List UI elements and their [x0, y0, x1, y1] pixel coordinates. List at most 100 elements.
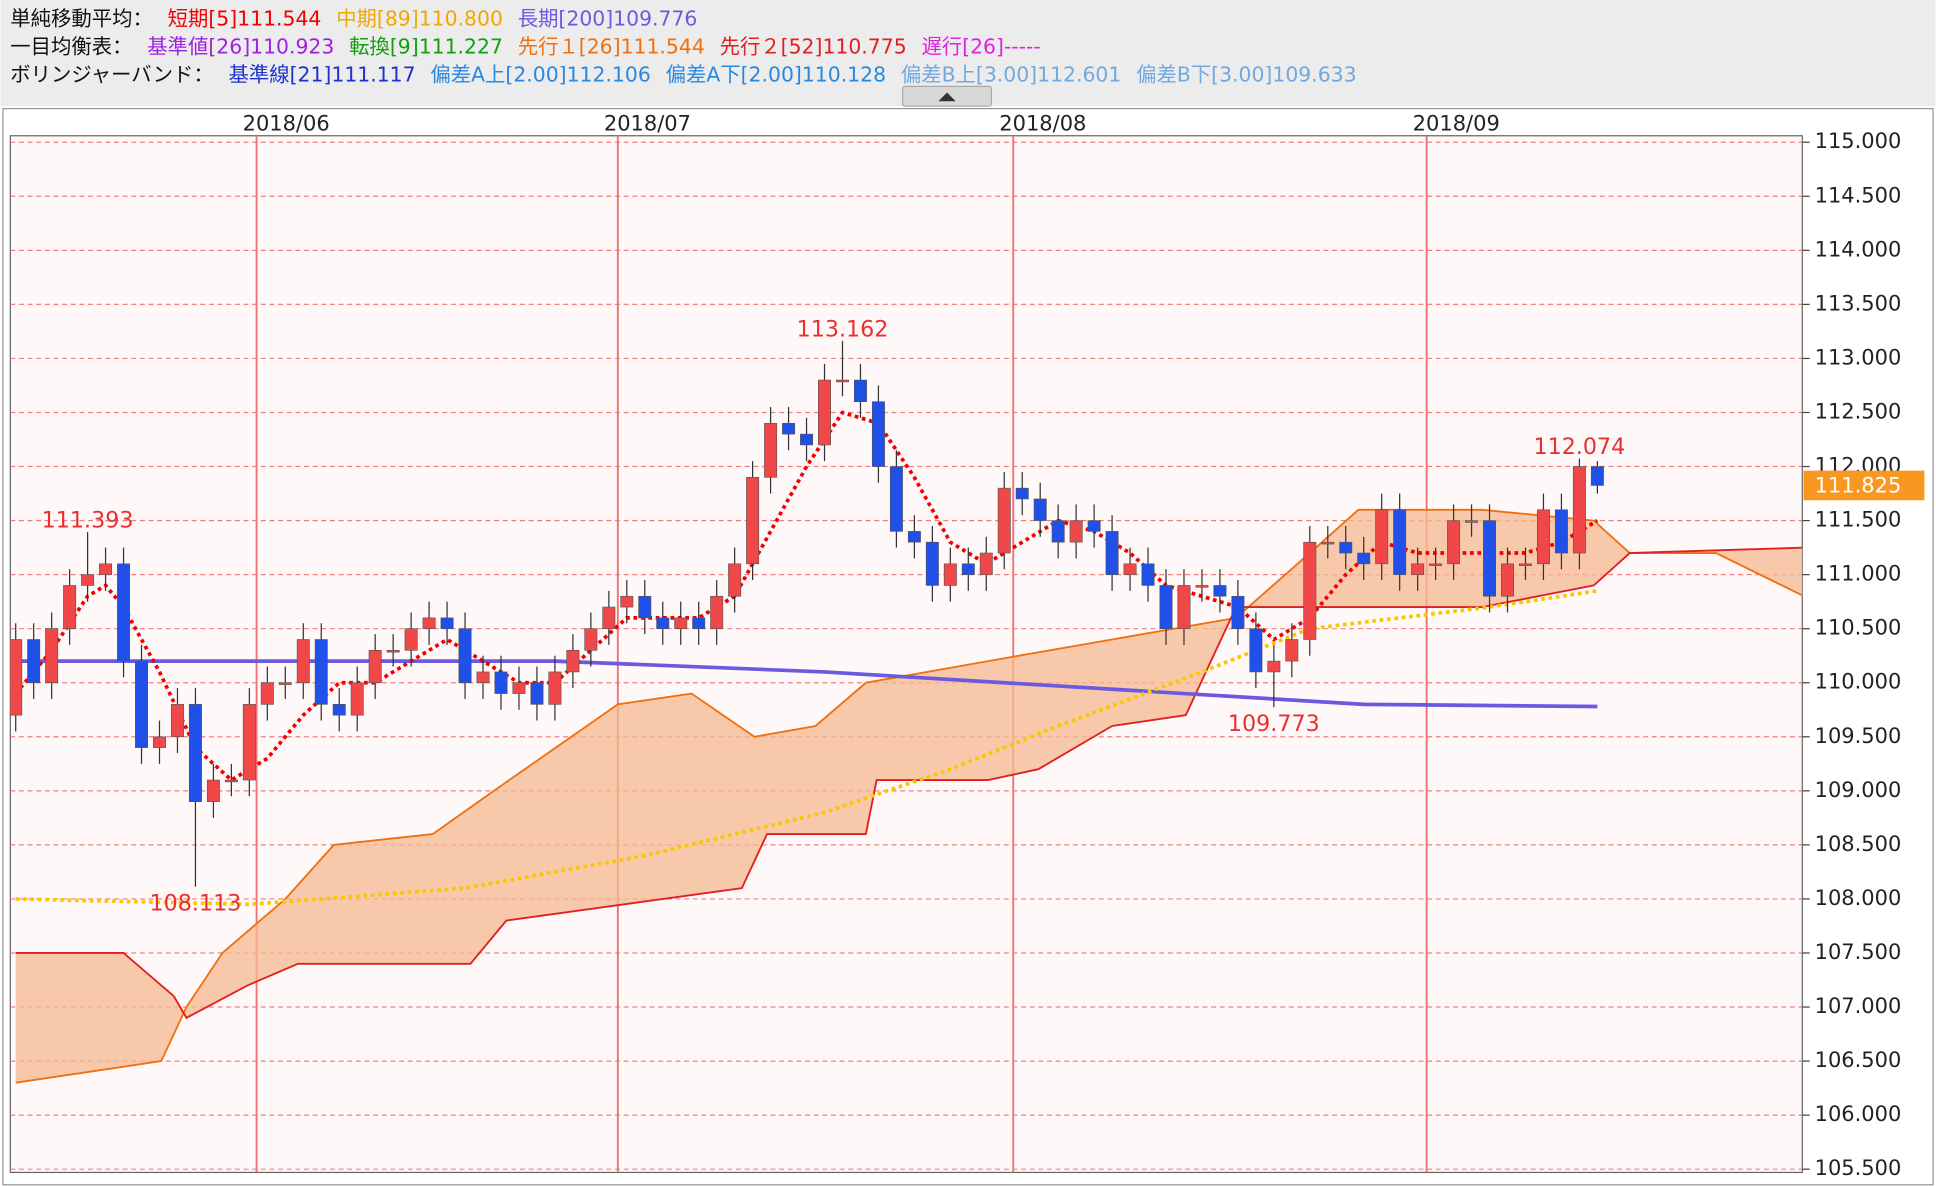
y-tick-label: 114.000	[1815, 237, 1902, 261]
last-price-label: 111.825	[1815, 474, 1902, 498]
candle-body	[1357, 552, 1371, 565]
legend-label: 一目均衡表：	[10, 35, 132, 59]
candle-body	[889, 466, 903, 532]
candle-body	[440, 617, 454, 629]
legend-row: 単純移動平均： 短期[5]111.544 中期[89]110.800 長期[200]1…	[10, 7, 697, 31]
candle-body	[1015, 487, 1029, 500]
candle-body	[1033, 498, 1047, 521]
low-label: 109.773	[1228, 711, 1320, 737]
candle-body	[332, 704, 346, 716]
candle-body	[674, 617, 688, 629]
candle-body	[656, 617, 670, 629]
candle-body	[1285, 639, 1299, 662]
plot-area	[9, 135, 1803, 1174]
candle-body	[1339, 541, 1353, 554]
candle-body	[853, 379, 867, 402]
x-tick-label: 2018/09	[1413, 112, 1500, 136]
candle-body	[782, 422, 796, 435]
candle-body	[260, 682, 274, 705]
candle-body	[458, 628, 472, 684]
candle-body	[1213, 585, 1227, 597]
candle-body	[27, 639, 41, 684]
candle-body	[836, 379, 849, 383]
candle-body	[314, 639, 328, 705]
candle-body	[404, 628, 418, 651]
candle-body	[135, 660, 149, 748]
candle-body	[1123, 563, 1137, 575]
candle-body	[1105, 531, 1119, 575]
candle-body	[422, 617, 436, 629]
overlay-layer: 115.000 114.500 114.000 113.500 113.000 112.5…	[42, 112, 1925, 1180]
x-tick-label: 2018/06	[243, 112, 330, 136]
candle-body	[350, 682, 364, 716]
candle-body	[1572, 466, 1586, 554]
candle-body	[296, 639, 310, 684]
legend-item: 偏差A上[2.00]112.106	[430, 62, 650, 86]
legend-item: 基準線[21]111.117	[229, 62, 416, 86]
candle-body	[63, 585, 77, 629]
candle-body	[1069, 520, 1083, 543]
candle-body	[206, 779, 220, 802]
legend-label: 単純移動平均：	[10, 7, 153, 31]
y-tick-label: 110.500	[1815, 616, 1902, 640]
candle-body	[1321, 541, 1335, 545]
high-label: 111.393	[42, 508, 134, 534]
candle-body	[242, 704, 256, 781]
candle-body	[10, 639, 23, 716]
y-tick-label: 108.500	[1815, 832, 1902, 856]
candle-body	[476, 671, 490, 684]
candle-body	[1375, 509, 1389, 565]
indicator-line	[14, 410, 1599, 783]
candle-body	[979, 552, 993, 575]
candle-body	[1393, 509, 1407, 575]
high-label: 113.162	[797, 316, 889, 342]
candle-body	[153, 736, 166, 748]
y-tick-label: 115.000	[1815, 129, 1902, 153]
candle-body	[1465, 520, 1479, 523]
candle-body	[907, 531, 921, 543]
legend-item: 偏差B下[3.00]109.633	[1136, 62, 1356, 86]
legend-item: 中期[89]110.800	[336, 7, 503, 31]
legend-item: 遅行[26]-----	[921, 35, 1040, 59]
candle-body	[728, 563, 742, 597]
candle-body	[117, 563, 131, 662]
y-tick-label: 110.000	[1815, 670, 1902, 694]
y-tick-label: 107.000	[1815, 994, 1902, 1018]
x-tick-label: 2018/07	[604, 112, 691, 136]
candle-body	[1590, 466, 1604, 486]
y-tick-label: 106.000	[1815, 1102, 1902, 1126]
candle-body	[1177, 585, 1191, 629]
y-tick-label: 105.500	[1815, 1156, 1902, 1180]
legend-item: 先行１[26]111.544	[518, 35, 705, 59]
last-price-box	[1803, 470, 1925, 501]
candle-body	[943, 563, 957, 586]
indicator-line	[15, 589, 1598, 907]
cloud-span	[15, 508, 1803, 1084]
candle-body	[1267, 660, 1281, 673]
candle-body	[1519, 563, 1532, 566]
cloud-area	[15, 509, 1803, 1083]
y-tick-label: 111.000	[1815, 562, 1902, 586]
candle-body	[224, 779, 238, 783]
legend-item: 先行２[52]110.775	[720, 35, 907, 59]
candle-body	[368, 649, 382, 684]
legend-item: 偏差B上[3.00]112.601	[901, 62, 1121, 86]
high-label: 112.074	[1533, 434, 1625, 460]
candle-body	[584, 628, 598, 651]
candle-body	[1195, 585, 1209, 588]
candle-body	[746, 477, 760, 565]
candle-body	[961, 563, 975, 575]
candle-body	[1483, 520, 1497, 597]
legend-item: 転換[9]111.227	[349, 35, 503, 59]
candle-body	[1536, 509, 1550, 565]
candle-body	[692, 617, 706, 629]
y-tick-label: 112.500	[1815, 399, 1902, 423]
legend-item: 基準値[26]110.923	[147, 35, 334, 59]
x-tick-label: 2018/08	[999, 112, 1086, 136]
collapse-arrow	[938, 92, 956, 102]
candle-body	[566, 649, 580, 673]
candle-body	[818, 379, 831, 446]
cloud-span	[15, 546, 1803, 1020]
legend-item: 長期[200]109.776	[518, 7, 698, 31]
